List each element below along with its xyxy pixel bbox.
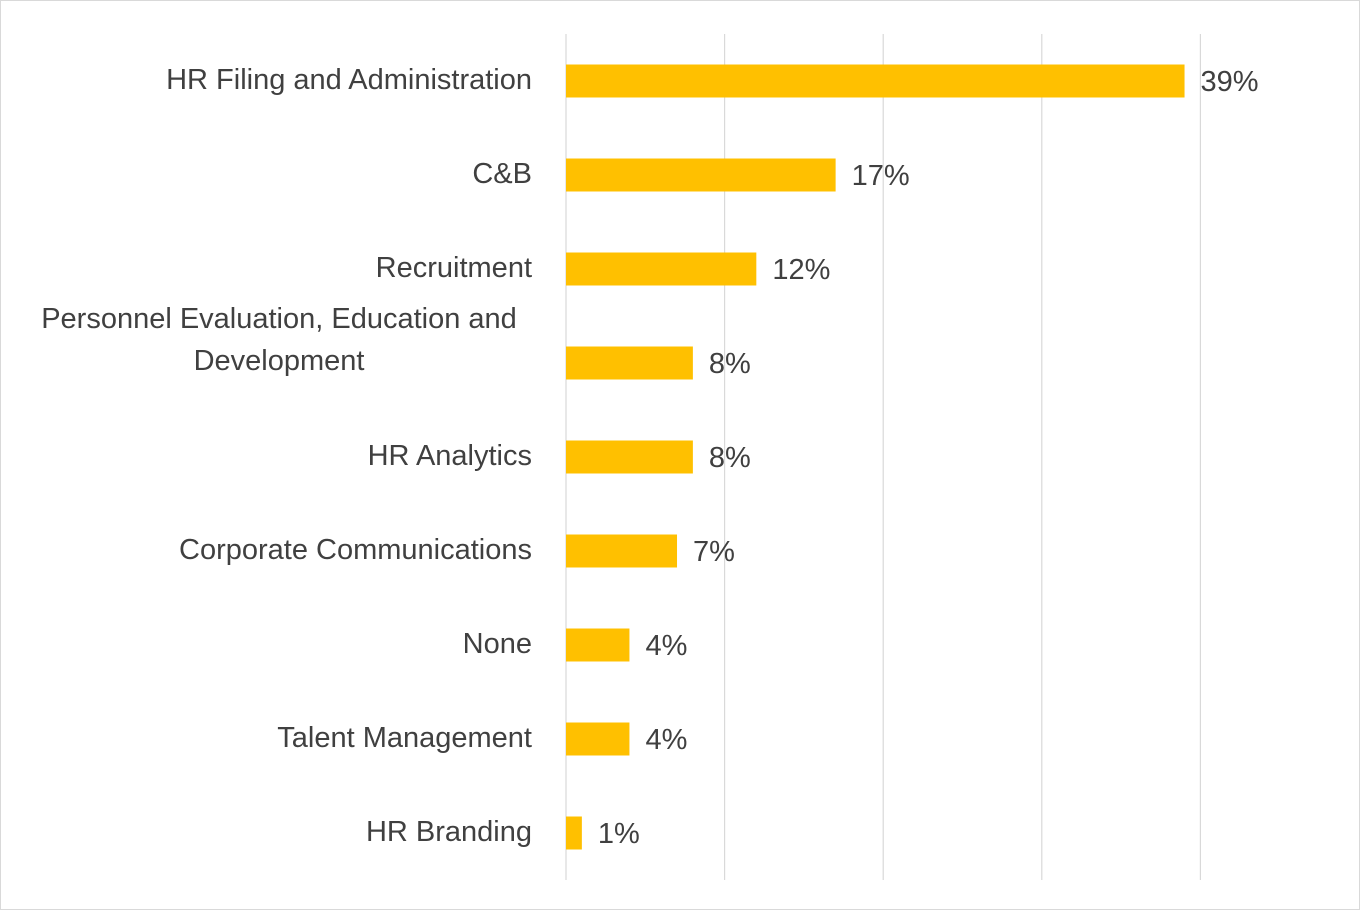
category-label: HR Filing and Administration [166,64,532,96]
data-label: 12% [772,254,830,286]
bar [566,722,630,756]
bar [566,816,582,850]
bar [566,346,693,380]
data-label: 8% [709,348,751,380]
bars [566,64,1185,850]
bar [566,534,678,568]
category-label: C&B [472,158,532,190]
data-label: 8% [709,442,751,474]
bar [566,252,757,286]
category-label: Recruitment [376,252,532,284]
category-label: HR Analytics [368,440,532,472]
data-label: 39% [1201,66,1259,98]
data-labels: 39% 17% 12% 8% 8% 7% 4% 4% 1% [598,66,1259,850]
bar [566,440,693,474]
category-label: None [463,628,532,660]
category-label: Corporate Communications [179,534,532,566]
data-label: 4% [645,630,687,662]
category-label: Talent Management [277,722,532,754]
bar [566,628,630,662]
bar [566,158,836,192]
data-label: 1% [598,818,640,850]
bar [566,64,1185,98]
data-label: 7% [693,536,735,568]
category-label: HR Branding [366,816,532,848]
data-label: 4% [645,724,687,756]
category-labels: HR Filing and Administration C&B Recruitme… [41,64,532,848]
data-label: 17% [852,160,910,192]
category-label: Personnel Evaluation, Education and Devel… [41,303,517,377]
